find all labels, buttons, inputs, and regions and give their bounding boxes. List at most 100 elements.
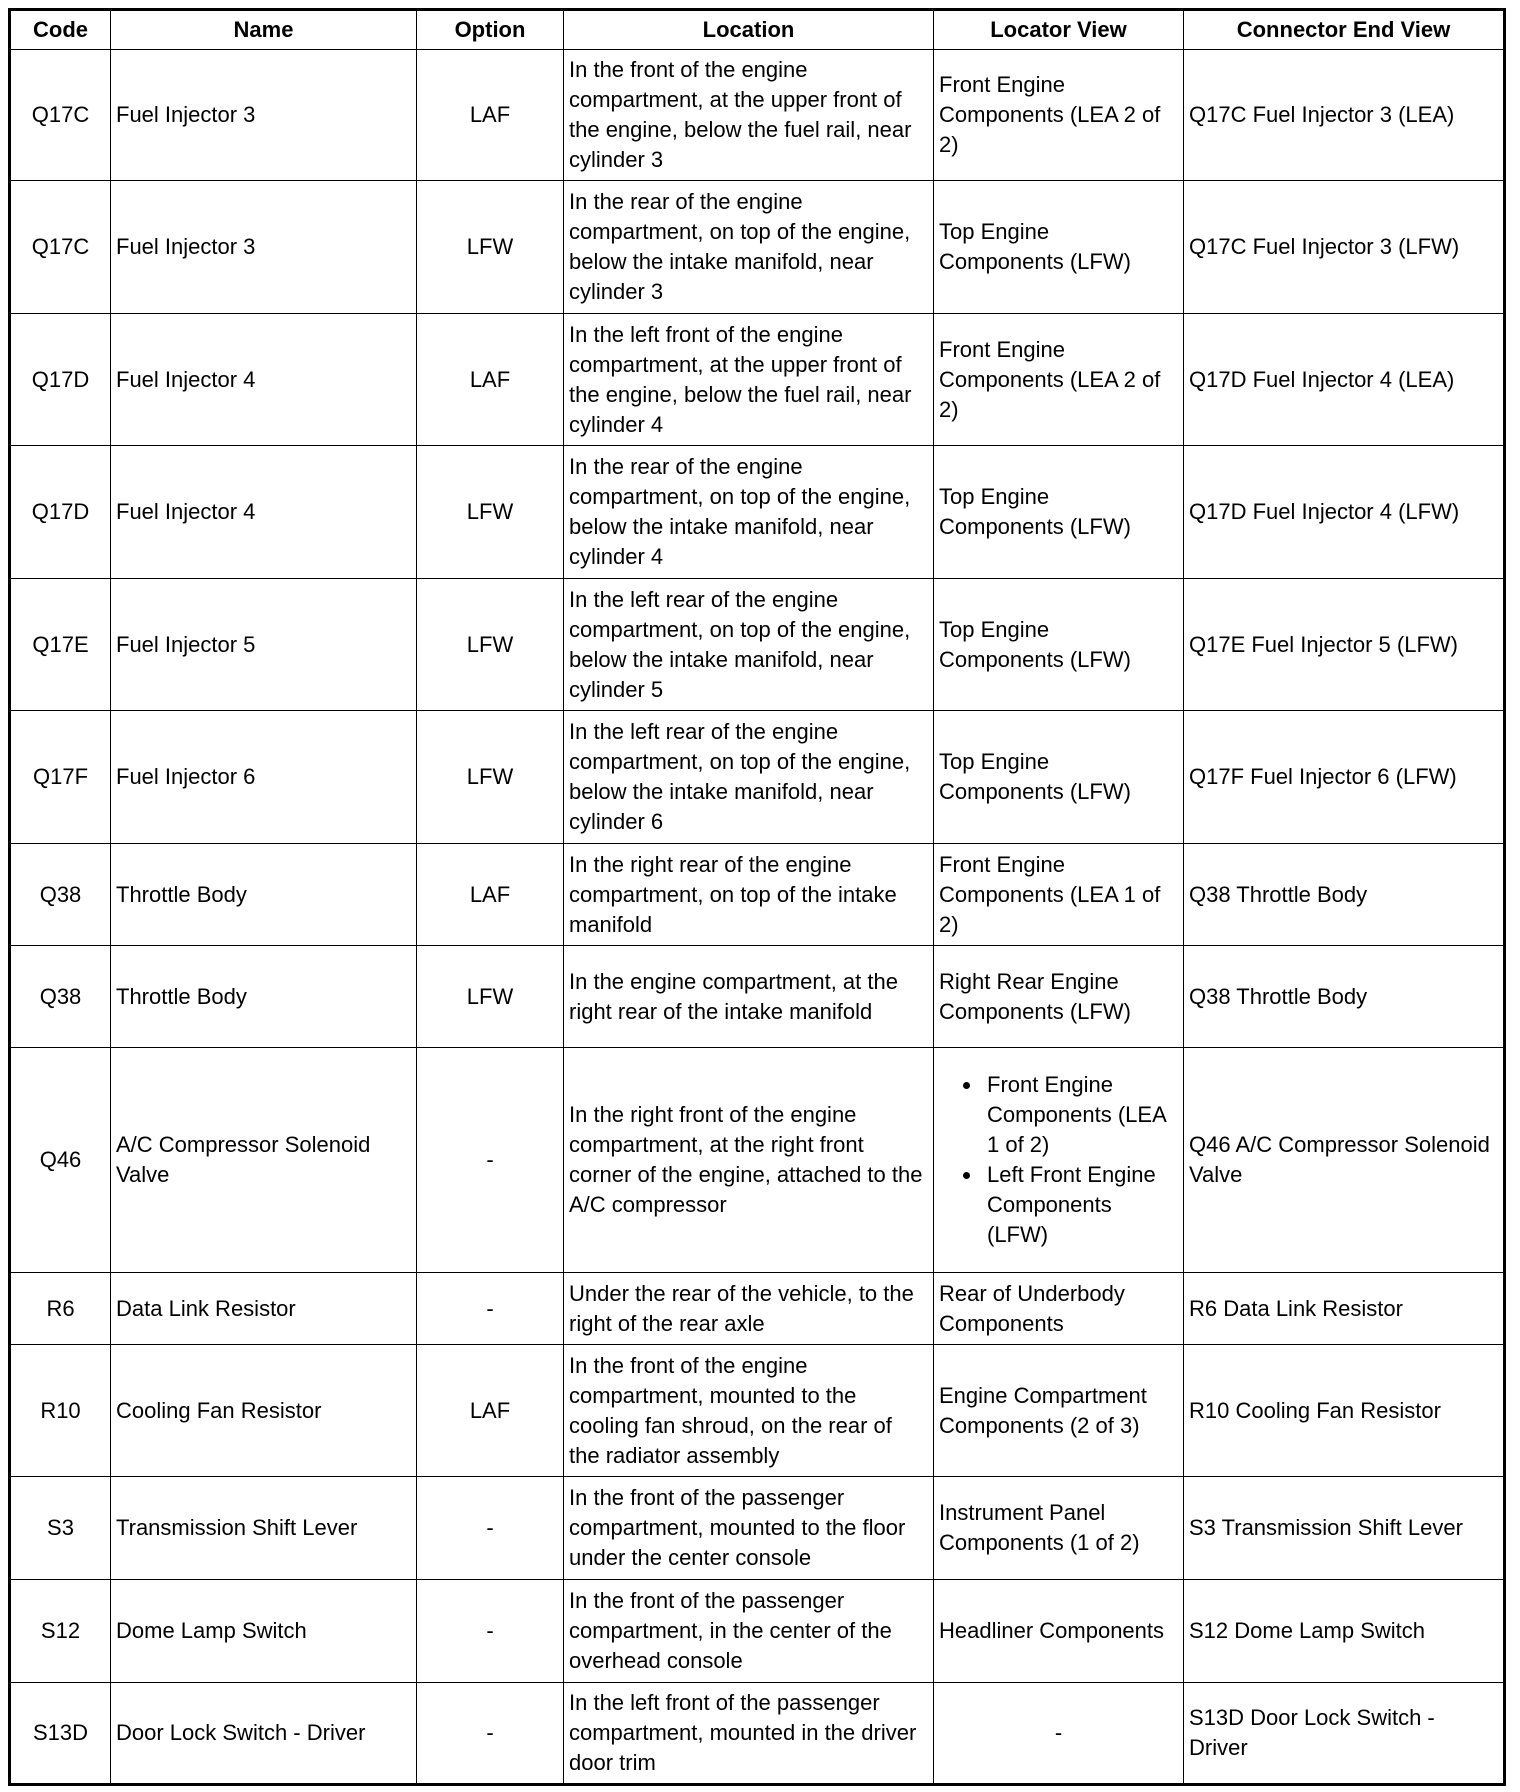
cell-connector-end-view: Q38 Throttle Body xyxy=(1183,945,1505,1048)
cell-locator-view: Instrument Panel Components (1 of 2) xyxy=(933,1476,1184,1580)
cell-option: LFW xyxy=(416,578,564,711)
cell-locator-view: Headliner Components xyxy=(933,1579,1184,1683)
cell-option: LAF xyxy=(416,1344,564,1477)
cell-code: Q38 xyxy=(9,945,111,1048)
cell-code: Q17D xyxy=(9,313,111,446)
cell-option: - xyxy=(416,1682,564,1785)
cell-name: Door Lock Switch - Driver xyxy=(110,1682,417,1785)
cell-connector-end-view: S12 Dome Lamp Switch xyxy=(1183,1579,1505,1683)
cell-name: Fuel Injector 5 xyxy=(110,578,417,711)
cell-code: Q17C xyxy=(9,49,111,181)
cell-connector-end-view: S13D Door Lock Switch - Driver xyxy=(1183,1682,1505,1785)
cell-connector-end-view: Q17E Fuel Injector 5 (LFW) xyxy=(1183,578,1505,711)
table-row: Q17F Fuel Injector 6 LFW In the left rear o… xyxy=(9,710,1505,844)
cell-option: LFW xyxy=(416,180,564,314)
cell-option: - xyxy=(416,1476,564,1580)
cell-locator-view: Top Engine Components (LFW) xyxy=(933,180,1184,314)
cell-location: In the engine compartment, at the right … xyxy=(563,945,934,1048)
header-location: Location xyxy=(563,9,934,50)
cell-location: In the left rear of the engine compartme… xyxy=(563,578,934,711)
cell-locator-view: Front Engine Components (LEA 1 of 2)Left… xyxy=(933,1047,1184,1273)
header-locator-view: Locator View xyxy=(933,9,1184,50)
cell-location: In the front of the passenger compartmen… xyxy=(563,1476,934,1580)
cell-location: In the left rear of the engine compartme… xyxy=(563,710,934,844)
cell-code: S12 xyxy=(9,1579,111,1683)
cell-location: In the right front of the engine compart… xyxy=(563,1047,934,1273)
cell-code: Q17C xyxy=(9,180,111,314)
cell-option: LAF xyxy=(416,313,564,446)
cell-location: In the front of the engine compartment, … xyxy=(563,1344,934,1477)
table-row: S12 Dome Lamp Switch - In the front of the … xyxy=(9,1579,1505,1683)
header-connector-end-view: Connector End View xyxy=(1183,9,1505,50)
cell-connector-end-view: Q17F Fuel Injector 6 (LFW) xyxy=(1183,710,1505,844)
cell-locator-view: Top Engine Components (LFW) xyxy=(933,578,1184,711)
cell-code: Q17E xyxy=(9,578,111,711)
cell-code: S3 xyxy=(9,1476,111,1580)
cell-locator-view: Rear of Underbody Components xyxy=(933,1272,1184,1345)
cell-option: - xyxy=(416,1272,564,1345)
cell-code: S13D xyxy=(9,1682,111,1785)
cell-code: R6 xyxy=(9,1272,111,1345)
cell-connector-end-view: Q38 Throttle Body xyxy=(1183,843,1505,946)
cell-code: Q38 xyxy=(9,843,111,946)
header-option: Option xyxy=(416,9,564,50)
cell-location: In the left front of the engine compartm… xyxy=(563,313,934,446)
cell-name: Data Link Resistor xyxy=(110,1272,417,1345)
locator-list: Front Engine Components (LEA 1 of 2)Left… xyxy=(939,1070,1178,1250)
cell-connector-end-view: Q17C Fuel Injector 3 (LFW) xyxy=(1183,180,1505,314)
cell-name: A/C Compressor Solenoid Valve xyxy=(110,1047,417,1273)
cell-option: LFW xyxy=(416,445,564,579)
cell-location: In the front of the engine compartment, … xyxy=(563,49,934,181)
cell-name: Fuel Injector 6 xyxy=(110,710,417,844)
cell-location: In the rear of the engine compartment, o… xyxy=(563,180,934,314)
cell-locator-view: Top Engine Components (LFW) xyxy=(933,445,1184,579)
table-row: S13D Door Lock Switch - Driver - In the lef… xyxy=(9,1682,1505,1785)
table-row: Q17D Fuel Injector 4 LFW In the rear of the… xyxy=(9,445,1505,579)
cell-locator-view: Front Engine Components (LEA 2 of 2) xyxy=(933,49,1184,181)
cell-locator-view: Engine Compartment Components (2 of 3) xyxy=(933,1344,1184,1477)
cell-connector-end-view: R6 Data Link Resistor xyxy=(1183,1272,1505,1345)
header-row: Code Name Option Location Locator View C… xyxy=(9,9,1505,50)
cell-name: Fuel Injector 4 xyxy=(110,445,417,579)
cell-option: LFW xyxy=(416,710,564,844)
cell-name: Throttle Body xyxy=(110,843,417,946)
cell-option: LFW xyxy=(416,945,564,1048)
cell-name: Fuel Injector 3 xyxy=(110,180,417,314)
cell-name: Dome Lamp Switch xyxy=(110,1579,417,1683)
cell-connector-end-view: Q17D Fuel Injector 4 (LEA) xyxy=(1183,313,1505,446)
header-code: Code xyxy=(9,9,111,50)
table-row: Q38 Throttle Body LFW In the engine compart… xyxy=(9,945,1505,1048)
cell-connector-end-view: Q17D Fuel Injector 4 (LFW) xyxy=(1183,445,1505,579)
cell-location: In the rear of the engine compartment, o… xyxy=(563,445,934,579)
cell-option: LAF xyxy=(416,843,564,946)
cell-name: Transmission Shift Lever xyxy=(110,1476,417,1580)
cell-connector-end-view: Q46 A/C Compressor Solenoid Valve xyxy=(1183,1047,1505,1273)
cell-option: - xyxy=(416,1579,564,1683)
table-row: Q17E Fuel Injector 5 LFW In the left rear o… xyxy=(9,578,1505,711)
table-row: R6 Data Link Resistor - Under the rear of t… xyxy=(9,1272,1505,1345)
cell-location: In the left front of the passenger compa… xyxy=(563,1682,934,1785)
table-row: R10 Cooling Fan Resistor LAF In the front o… xyxy=(9,1344,1505,1477)
cell-locator-view: Front Engine Components (LEA 2 of 2) xyxy=(933,313,1184,446)
cell-option: - xyxy=(416,1047,564,1273)
cell-connector-end-view: R10 Cooling Fan Resistor xyxy=(1183,1344,1505,1477)
cell-name: Fuel Injector 4 xyxy=(110,313,417,446)
cell-name: Throttle Body xyxy=(110,945,417,1048)
cell-name: Fuel Injector 3 xyxy=(110,49,417,181)
cell-connector-end-view: S3 Transmission Shift Lever xyxy=(1183,1476,1505,1580)
cell-locator-view: Top Engine Components (LFW) xyxy=(933,710,1184,844)
cell-location: In the front of the passenger compartmen… xyxy=(563,1579,934,1683)
cell-code: R10 xyxy=(9,1344,111,1477)
cell-code: Q17D xyxy=(9,445,111,579)
cell-connector-end-view: Q17C Fuel Injector 3 (LEA) xyxy=(1183,49,1505,181)
locator-list-item: Front Engine Components (LEA 1 of 2) xyxy=(983,1070,1178,1160)
table-row: Q38 Throttle Body LAF In the right rear of … xyxy=(9,843,1505,946)
cell-option: LAF xyxy=(416,49,564,181)
cell-code: Q17F xyxy=(9,710,111,844)
cell-location: Under the rear of the vehicle, to the ri… xyxy=(563,1272,934,1345)
table-row: S3 Transmission Shift Lever - In the front … xyxy=(9,1476,1505,1580)
table-row: Q17D Fuel Injector 4 LAF In the left front … xyxy=(9,313,1505,446)
cell-location: In the right rear of the engine compartm… xyxy=(563,843,934,946)
cell-code: Q46 xyxy=(9,1047,111,1273)
table-row: Q17C Fuel Injector 3 LAF In the front of th… xyxy=(9,49,1505,181)
